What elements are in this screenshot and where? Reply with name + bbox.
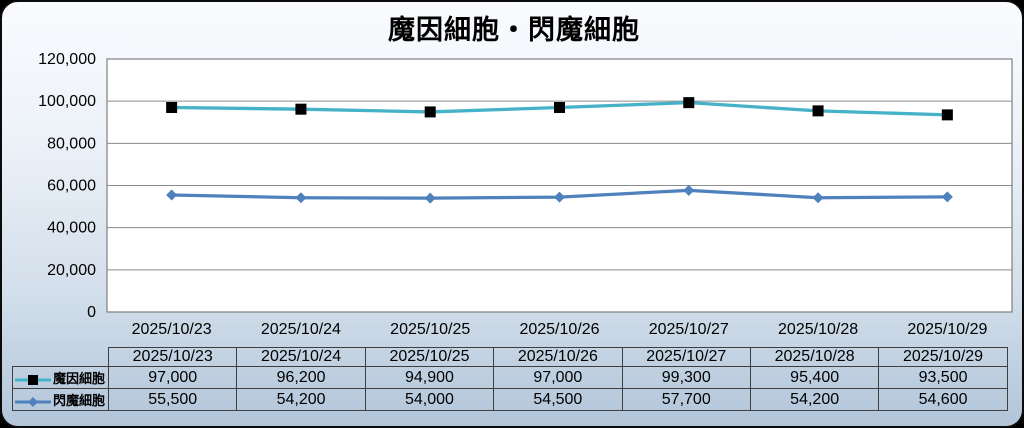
- series-label-cell: 閃魔細胞: [12, 388, 109, 411]
- x-axis-tick-label: 2025/10/27: [649, 321, 729, 338]
- square-marker: [295, 103, 307, 115]
- diamond-marker: [28, 396, 38, 407]
- square-marker: [28, 374, 38, 385]
- x-axis-tick-label: 2025/10/25: [390, 321, 470, 338]
- series-0: [166, 97, 953, 121]
- table-date-header: 2025/10/25: [364, 347, 495, 367]
- square-marker: [812, 105, 824, 117]
- diamond-marker: [166, 189, 178, 201]
- table-header-row: 2025/10/23 2025/10/24 2025/10/25 2025/10/26…: [13, 347, 1008, 367]
- table-value-cell: 54,200: [236, 388, 366, 411]
- table-date-header: 2025/10/26: [493, 347, 623, 367]
- table-value-cell: 99,300: [621, 366, 751, 389]
- legend-key-icon: [15, 396, 51, 407]
- data-table-container: 2025/10/23 2025/10/24 2025/10/25 2025/10/26…: [12, 347, 1008, 411]
- y-axis-tick-label: 40,000: [47, 220, 96, 237]
- legend-key-icon: [15, 374, 51, 385]
- square-marker: [941, 109, 953, 121]
- table-value-cell: 54,200: [749, 388, 880, 411]
- x-axis-tick-label: 2025/10/28: [778, 321, 858, 338]
- table-value-cell: 93,500: [878, 366, 1008, 389]
- series-label-cell: 魔因細胞: [12, 366, 109, 389]
- x-axis-tick-label: 2025/10/26: [519, 321, 599, 338]
- table-value-cell: 54,600: [878, 388, 1008, 411]
- table-value-cell: 54,000: [364, 388, 495, 411]
- diamond-marker: [941, 191, 953, 203]
- x-axis-tick-label: 2025/10/29: [907, 321, 987, 338]
- table-corner-cell: [13, 348, 109, 367]
- square-marker: [424, 106, 436, 118]
- table-value-cell: 55,500: [107, 388, 238, 411]
- y-axis-tick-label: 20,000: [47, 262, 96, 279]
- line-chart: 0 20,000 40,000 60,000 80,000 100,000 120,000 2…: [38, 51, 1013, 338]
- y-axis-tick-label: 60,000: [47, 178, 96, 195]
- series-name: 閃魔細胞: [53, 393, 106, 408]
- square-marker: [554, 101, 565, 113]
- table-value-cell: 94,900: [364, 366, 495, 389]
- table-value-cell: 97,000: [107, 366, 238, 389]
- diamond-marker: [424, 192, 436, 204]
- y-axis-tick-label: 100,000: [38, 93, 96, 110]
- diamond-marker: [812, 192, 824, 204]
- table-date-header: 2025/10/28: [749, 347, 880, 367]
- diamond-marker: [295, 192, 307, 204]
- series-1: [166, 184, 953, 204]
- table-value-cell: 57,700: [621, 388, 751, 411]
- table-date-header: 2025/10/29: [878, 347, 1008, 367]
- x-axis-tick-label: 2025/10/24: [261, 321, 341, 338]
- diamond-marker: [554, 191, 565, 203]
- chart-title: 魔因細胞・閃魔細胞: [388, 15, 640, 45]
- y-axis-tick-label: 120,000: [38, 51, 96, 68]
- table-value-cell: 97,000: [493, 366, 623, 389]
- table-row: 閃魔細胞 55,500 54,200 54,000 54,500 57,700 54,200…: [12, 388, 1008, 411]
- table-value-cell: 54,500: [493, 388, 623, 411]
- x-axis-tick-label: 2025/10/23: [132, 321, 212, 338]
- square-marker: [683, 97, 695, 109]
- data-table: 2025/10/23 2025/10/24 2025/10/25 2025/10/26…: [12, 347, 1008, 411]
- table-date-header: 2025/10/24: [236, 347, 366, 367]
- table-value-cell: 96,200: [236, 366, 366, 389]
- table-date-header: 2025/10/27: [621, 347, 751, 367]
- plot-border: [106, 58, 1013, 313]
- table-value-cell: 95,400: [749, 366, 880, 389]
- table-date-header: 2025/10/23: [107, 347, 238, 367]
- diamond-marker: [683, 184, 695, 196]
- y-axis-tick-label: 80,000: [47, 135, 96, 152]
- y-axis-tick-label: 0: [87, 304, 96, 321]
- square-marker: [166, 101, 178, 113]
- table-row: 魔因細胞 97,000 96,200 94,900 97,000 99,300 95,400…: [12, 366, 1008, 389]
- series-name: 魔因細胞: [53, 371, 106, 386]
